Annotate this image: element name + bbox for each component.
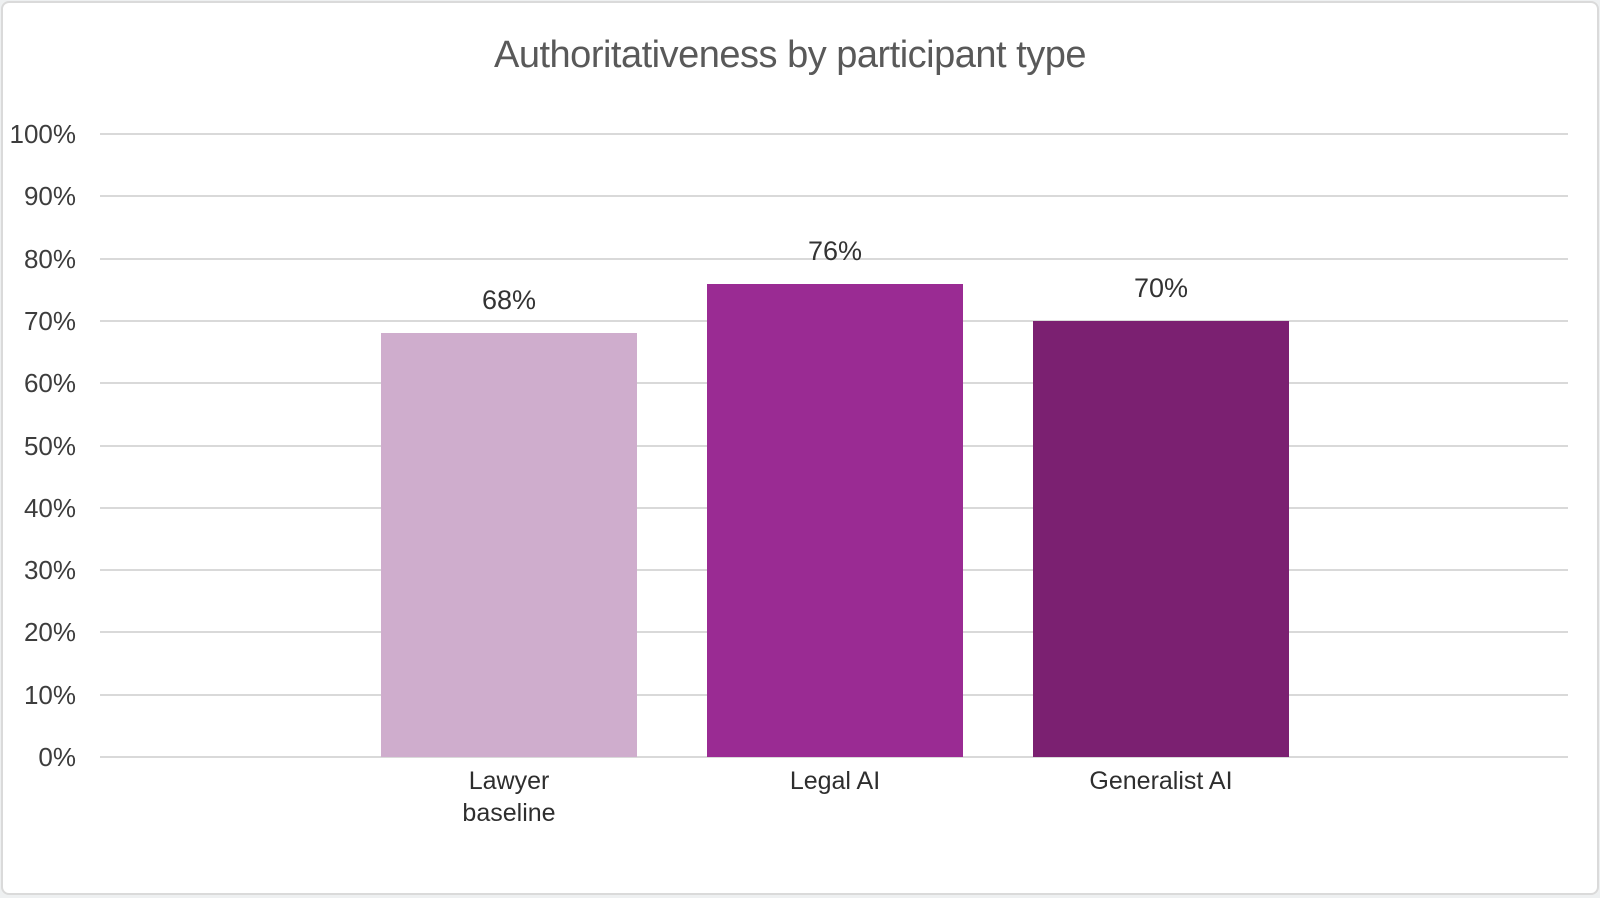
bar-legal-ai <box>707 283 963 757</box>
bar-generalist-ai <box>1033 320 1289 757</box>
gridline <box>100 195 1568 198</box>
y-axis-tick-label: 80% <box>23 243 76 274</box>
y-axis-tick-label: 90% <box>23 181 76 212</box>
gridline <box>100 756 1568 758</box>
y-axis-tick-label: 70% <box>23 305 76 336</box>
gridline <box>100 257 1568 260</box>
y-axis-tick-label: 0% <box>38 742 76 772</box>
category-label-legal-ai: Legal AI <box>789 767 881 795</box>
chart-title: Authoritativeness by participant type <box>494 34 1086 76</box>
gridline <box>100 133 1568 135</box>
y-axis-tick-label: 50% <box>23 430 76 461</box>
y-axis-tick-label: 60% <box>23 368 76 399</box>
y-axis-tick-label: 20% <box>23 617 76 648</box>
y-axis-tick-label: 100% <box>9 119 77 149</box>
y-axis-tick-label: 10% <box>23 679 76 710</box>
data-label-legal-ai: 76% <box>807 235 863 266</box>
data-label-generalist-ai: 70% <box>1133 272 1189 303</box>
y-axis-tick-label: 30% <box>23 555 76 586</box>
category-label-generalist-ai: Generalist AI <box>1089 767 1233 795</box>
category-label-lawyer-baseline: Lawyer baseline <box>462 767 556 827</box>
plot-area: 0% 10% 20% 30% 40% 50% 60% 70% 80% 90% 100% 68% Lawy… <box>10 119 1568 827</box>
y-axis-tick-label: 40% <box>23 492 76 523</box>
bar-lawyer-baseline <box>381 333 637 757</box>
data-label-lawyer-baseline: 68% <box>481 285 537 316</box>
